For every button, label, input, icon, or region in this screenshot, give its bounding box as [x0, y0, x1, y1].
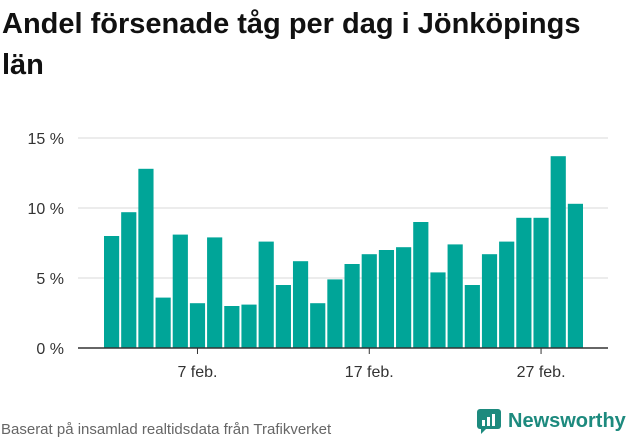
- x-tick-label: 27 feb.: [517, 364, 566, 381]
- newsworthy-logo-icon: [477, 409, 501, 434]
- bar: [207, 237, 223, 348]
- bar: [155, 297, 171, 348]
- bar: [464, 285, 480, 348]
- bar: [292, 261, 309, 348]
- bar: [413, 222, 429, 348]
- bar: [516, 217, 532, 348]
- bar: [327, 279, 343, 348]
- bar: [104, 236, 120, 348]
- bar: [275, 285, 291, 348]
- y-tick-label: 15 %: [28, 131, 64, 148]
- bar: [361, 254, 377, 348]
- bar: [224, 306, 240, 348]
- x-tick-label: 7 feb.: [177, 364, 217, 381]
- bar: [241, 304, 257, 348]
- bar: [344, 264, 360, 348]
- bar: [396, 247, 412, 348]
- y-tick-label: 10 %: [28, 201, 64, 218]
- brand-name: Newsworthy: [508, 409, 626, 432]
- bar: [499, 241, 515, 348]
- bar: [310, 303, 326, 348]
- bar: [189, 303, 206, 348]
- bar: [447, 244, 463, 348]
- bar: [378, 250, 395, 348]
- x-tick-label: 17 feb.: [345, 364, 394, 381]
- brand-logo[interactable]: Newsworthy: [476, 408, 626, 434]
- bar: [121, 212, 137, 348]
- y-tick-label: 5 %: [36, 271, 64, 288]
- bar: [567, 203, 583, 348]
- y-tick-label: 0 %: [36, 341, 64, 358]
- bar: [258, 241, 274, 348]
- bar: [138, 168, 154, 348]
- bar: [481, 254, 498, 348]
- chart-title: Andel försenade tåg per dag i Jönköpings…: [2, 8, 581, 81]
- bar: [533, 217, 549, 348]
- bar: [430, 272, 446, 348]
- bar: [550, 156, 566, 348]
- bar: [172, 234, 188, 348]
- source-note: Baserat på insamlad realtidsdata från Tr…: [1, 421, 332, 438]
- axes: 0 % 5 % 10 % 15 % 7 feb. 17 feb. 27 feb.: [28, 131, 608, 381]
- bars: [104, 156, 583, 348]
